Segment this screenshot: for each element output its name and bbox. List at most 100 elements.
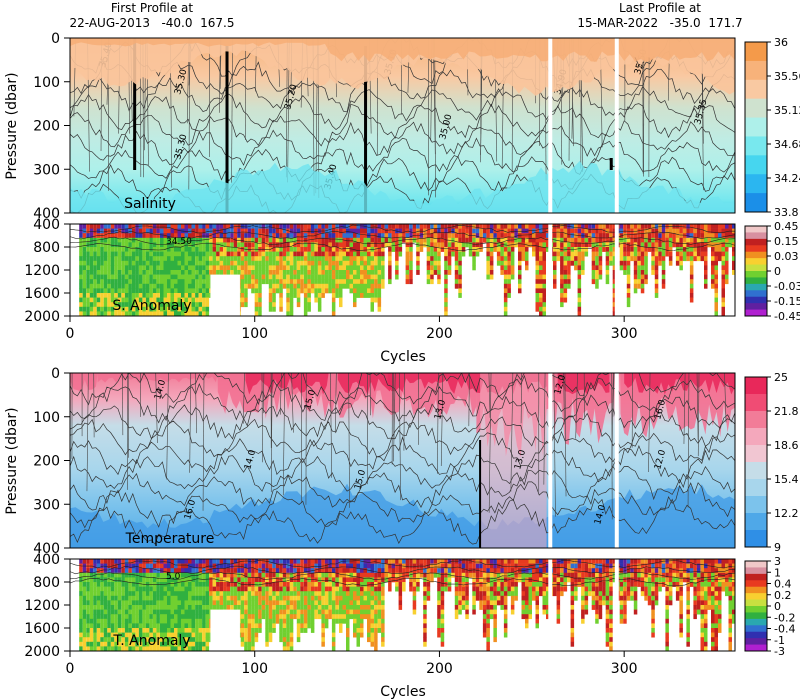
anomaly-cell: [223, 256, 227, 262]
anomaly-cell: [103, 288, 108, 294]
anomaly-cell: [447, 586, 452, 592]
anomaly-cell: [335, 595, 339, 601]
anomaly-cell: [412, 605, 417, 610]
anomaly-cell: [626, 288, 631, 294]
anomaly-cell: [651, 233, 655, 239]
anomaly-cell: [89, 293, 94, 298]
anomaly-cell: [156, 306, 160, 312]
anomaly-cell: [117, 605, 122, 610]
anomaly-cell: [310, 559, 315, 564]
anomaly-cell: [89, 297, 94, 303]
anomaly-cell: [254, 256, 259, 262]
anomaly-cell: [107, 605, 111, 610]
anomaly-cell: [212, 251, 217, 257]
anomaly-cell: [423, 586, 427, 592]
anomaly-cell: [395, 260, 399, 266]
anomaly-cell: [149, 279, 153, 285]
anomaly-cell: [100, 251, 104, 257]
anomaly-cell: [142, 572, 146, 578]
anomaly-cell: [156, 609, 160, 615]
anomaly-cell: [114, 646, 118, 651]
anomaly-cell: [328, 288, 332, 294]
anomaly-cell: [167, 297, 171, 303]
anomaly-cell: [321, 582, 325, 587]
anomaly-cell: [293, 614, 297, 620]
anomaly-cell: [714, 311, 718, 316]
anomaly-cell: [149, 632, 153, 638]
anomaly-cell: [353, 256, 357, 262]
anomaly-cell: [353, 279, 357, 285]
anomaly-cell: [328, 572, 332, 578]
anomaly-cell: [339, 591, 343, 597]
anomaly-cell: [233, 247, 238, 252]
anomaly-cell: [275, 283, 280, 289]
anomaly-cell: [654, 265, 659, 271]
anomaly-cell: [212, 600, 217, 606]
anomaly-cell: [117, 224, 122, 229]
anomaly-cell: [300, 609, 304, 615]
anomaly-cell: [121, 233, 125, 239]
anomaly-cell: [195, 293, 199, 298]
anomaly-cell: [138, 237, 143, 243]
anomaly-cell: [405, 265, 410, 271]
anomaly-cell: [342, 224, 346, 229]
anomaly-cell: [353, 577, 357, 583]
anomaly-cell: [107, 270, 111, 275]
anomaly-cell: [202, 251, 206, 257]
anomaly-cell: [212, 242, 217, 248]
anomaly-cell: [370, 242, 374, 248]
anomaly-cell: [124, 618, 129, 624]
anomaly-cell: [163, 283, 167, 289]
anomaly-cell: [489, 247, 494, 252]
anomaly-cell: [174, 279, 178, 285]
anomaly-cell: [188, 618, 192, 624]
anomaly-cell: [535, 283, 539, 289]
anomaly-cell: [177, 563, 181, 569]
anomaly-cell: [503, 311, 508, 316]
anomaly-cell: [89, 224, 94, 229]
anomaly-cell: [254, 251, 259, 257]
anomaly-cell: [503, 600, 508, 606]
anomaly-cell: [237, 251, 241, 257]
colorbar-swatch: [745, 377, 767, 395]
anomaly-cell: [177, 609, 181, 615]
anomaly-cell: [314, 288, 318, 294]
anomaly-cell: [135, 559, 139, 564]
anomaly-cell: [279, 582, 283, 587]
anomaly-cell: [388, 274, 392, 280]
anomaly-cell: [503, 256, 508, 262]
anomaly-cell: [353, 600, 357, 606]
anomaly-cell: [317, 568, 322, 574]
anomaly-cell: [181, 572, 185, 578]
anomaly-cell: [244, 568, 248, 574]
anomaly-cell: [212, 582, 217, 587]
anomaly-cell: [114, 256, 118, 262]
anomaly-cell: [331, 224, 336, 229]
anomaly-cell: [314, 605, 318, 610]
anomaly-cell: [405, 260, 410, 266]
anomaly-cell: [317, 242, 322, 248]
anomaly-cell: [560, 233, 564, 239]
salinity-contour-line: [70, 137, 735, 183]
anomaly-cell: [426, 256, 431, 262]
anomaly-cell: [226, 595, 231, 601]
anomaly-cell: [346, 265, 350, 271]
anomaly-cell: [521, 224, 525, 229]
anomaly-cell: [124, 600, 129, 606]
anomaly-cell: [96, 293, 101, 298]
temperature-contour-line: [398, 373, 401, 501]
anomaly-cell: [507, 270, 511, 275]
anomaly-cell: [682, 224, 687, 229]
anomaly-cell: [142, 600, 146, 606]
anomaly-cell: [237, 260, 241, 266]
anomaly-cell: [79, 568, 83, 574]
anomaly-cell: [282, 623, 287, 629]
anomaly-cell: [503, 270, 508, 275]
anomaly-cell: [195, 228, 199, 234]
anomaly-cell: [437, 600, 441, 606]
anomaly-cell: [377, 563, 382, 569]
anomaly-cell: [79, 279, 83, 285]
anomaly-cell: [405, 256, 410, 262]
anomaly-cell: [219, 251, 224, 257]
anomaly-cell: [79, 288, 83, 294]
